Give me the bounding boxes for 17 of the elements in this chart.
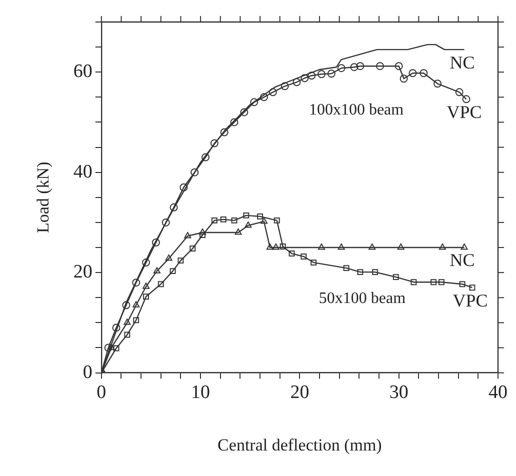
y-tick-label: 60 bbox=[73, 61, 92, 82]
legend-label: NC bbox=[450, 52, 475, 72]
annotation: 50x100 beam bbox=[318, 290, 406, 307]
annotation: 100x100 beam bbox=[308, 101, 404, 118]
x-tick-label: 20 bbox=[290, 382, 310, 404]
legend-label: NC bbox=[450, 250, 475, 270]
x-tick-label: 30 bbox=[389, 382, 408, 404]
y-tick-label: 0 bbox=[82, 362, 92, 383]
x-tick-label: 10 bbox=[191, 382, 210, 404]
y-tick-label: 40 bbox=[73, 161, 92, 182]
y-tick-label: 20 bbox=[73, 262, 92, 283]
legend-label: VPC bbox=[446, 102, 482, 122]
x-tick-label: 40 bbox=[488, 382, 508, 404]
x-tick-label: 0 bbox=[96, 382, 106, 404]
legend-label: VPC bbox=[452, 290, 488, 310]
y-axis-title: Load (kN) bbox=[34, 162, 53, 234]
x-axis-title: Central deflection (mm) bbox=[218, 435, 382, 454]
